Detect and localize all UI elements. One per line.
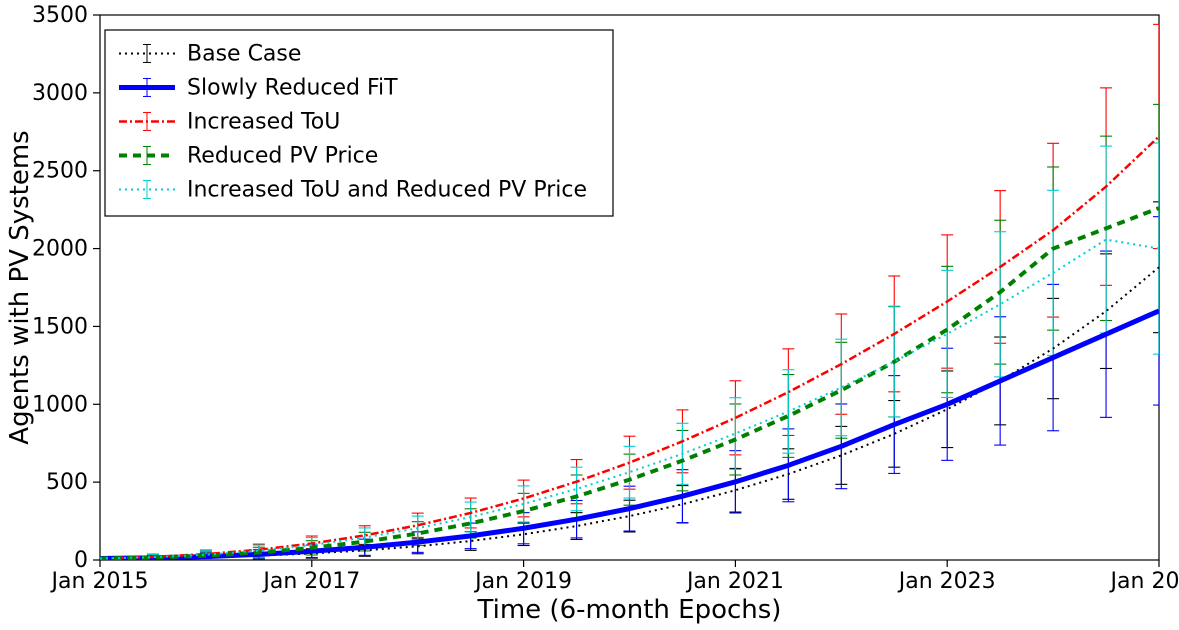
legend-label: Increased ToU [187,110,340,135]
legend-label: Base Case [187,42,301,67]
chart-svg: Jan 2015 Jan 2017 Jan 2019 Jan 2021 Jan 2023… [0,0,1179,630]
y-tick-label: 1000 [32,392,88,417]
x-tick-label: Jan 2017 [261,569,360,594]
x-tick-label: Jan 2021 [685,569,784,594]
legend-label: Reduced PV Price [187,144,378,169]
pv-agents-chart: Jan 2015 Jan 2017 Jan 2019 Jan 2021 Jan 2023… [0,0,1179,630]
x-tick-label: Jan 2015 [50,569,149,594]
y-tick-label: 2500 [32,159,88,184]
y-axis-label: Agents with PV Systems [5,130,35,444]
y-tick-label: 2000 [32,237,88,262]
x-tick-label: Jan 2019 [473,569,572,594]
y-tick-label: 0 [74,548,88,573]
legend: Base Case Slowly Reduced FiT Increased ToU… [105,30,613,216]
y-tick-label: 3000 [32,81,88,106]
y-tick-label: 1500 [32,314,88,339]
legend-label: Increased ToU and Reduced PV Price [187,178,587,203]
legend-label: Slowly Reduced FiT [187,76,398,101]
y-tick-label: 500 [46,470,88,495]
x-tick-label: Jan 2023 [897,569,996,594]
x-tick-label: Jan 2025 [1109,569,1179,594]
x-axis-label: Time (6-month Epochs) [477,595,782,625]
y-tick-label: 3500 [32,3,88,28]
